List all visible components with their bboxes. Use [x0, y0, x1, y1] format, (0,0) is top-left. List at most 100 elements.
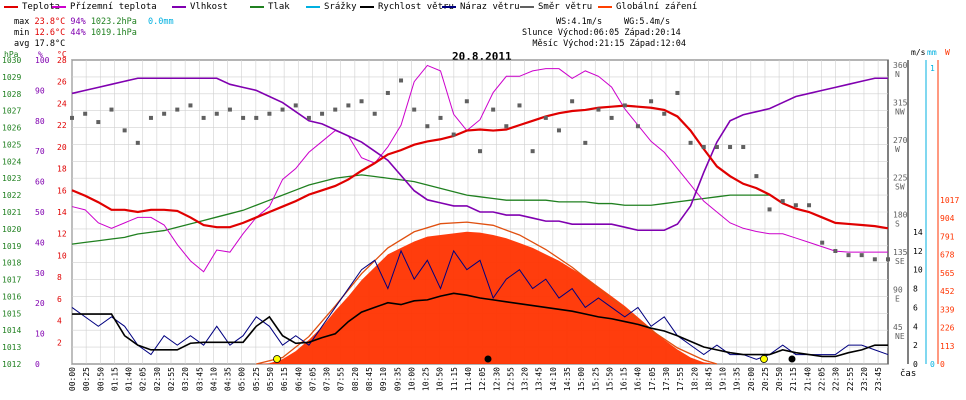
x-tick-label: 03:45	[195, 367, 204, 391]
x-tick-label: 18:45	[704, 367, 713, 391]
wind-direction-point	[399, 78, 404, 83]
x-tick-label: 20:50	[775, 367, 784, 391]
x-tick-label: 10:25	[422, 367, 431, 391]
pressure-tick-label: 1028	[2, 90, 21, 99]
stat-max-press: 1023.2hPa	[90, 17, 137, 27]
x-tick-label: 07:30	[323, 367, 332, 391]
x-tick-label: 13:20	[521, 367, 530, 391]
dir-tick-value: 45	[893, 323, 903, 332]
pressure-tick-label: 1023	[2, 174, 21, 183]
legend-item: Tlak	[250, 2, 290, 12]
x-tick-label: 22:30	[832, 367, 841, 391]
wind-direction-point	[662, 111, 667, 116]
stat-min-press: 1019.1hPa	[90, 28, 137, 38]
rad-tick-label: 1017	[940, 196, 959, 205]
wind-direction-point	[227, 107, 232, 112]
legend-swatch	[360, 5, 374, 8]
wind-direction-point	[675, 90, 680, 95]
wind-direction-point	[478, 149, 482, 154]
x-tick-label: 15:25	[591, 367, 600, 391]
rad-tick-label: 678	[940, 251, 955, 260]
x-tick-label: 10:00	[407, 367, 416, 391]
wind-direction-point	[254, 115, 259, 120]
sun-info: Slunce Východ:06:05 Západ:20:14	[522, 28, 681, 38]
rad-tick-label: 904	[940, 214, 955, 223]
wind-direction-point	[122, 128, 127, 133]
x-tick-label: 09:35	[393, 367, 402, 391]
legend-swatch	[52, 5, 66, 8]
x-tick-label: 18:20	[690, 367, 699, 391]
legend-swatch	[306, 5, 320, 8]
humidity-tick-label: 100	[35, 56, 50, 65]
x-tick-label: 14:10	[549, 367, 558, 391]
temp-tick-label: 18	[57, 165, 67, 174]
dir-tick-value: 225	[893, 173, 908, 182]
dir-tick-value: 315	[893, 98, 908, 107]
x-tick-label: 06:15	[280, 367, 289, 391]
x-tick-label: 00:50	[96, 367, 105, 391]
rad-axis-unit: W	[945, 48, 950, 57]
wind-direction-point	[491, 107, 496, 112]
temp-tick-label: 28	[57, 56, 67, 65]
wind-direction-point	[872, 257, 877, 262]
rad-tick-label: 113	[940, 342, 955, 351]
wind-tick-label: 12	[913, 247, 923, 256]
wind-direction-point	[609, 115, 614, 120]
legend-item: Rychlost větru	[360, 2, 454, 12]
x-tick-label: 17:55	[676, 367, 685, 391]
wind-direction-point	[293, 103, 298, 108]
wind-direction-point	[754, 174, 759, 179]
x-tick-label: 02:55	[167, 367, 176, 391]
humidity-tick-label: 80	[35, 117, 45, 126]
wind-direction-point	[530, 149, 535, 154]
pressure-tick-label: 1012	[2, 360, 21, 369]
wind-direction-point	[162, 111, 167, 116]
pressure-tick-label: 1019	[2, 242, 21, 251]
pressure-tick-label: 1015	[2, 309, 21, 318]
x-tick-label: 00:25	[82, 367, 91, 391]
x-tick-label: 21:15	[789, 367, 798, 391]
x-tick-label: 23:20	[860, 367, 869, 391]
humidity-tick-label: 0	[35, 360, 40, 369]
humidity-tick-label: 50	[35, 208, 45, 217]
wind-direction-point	[820, 240, 825, 245]
pressure-tick-label: 1016	[2, 292, 21, 301]
legend-swatch	[4, 5, 18, 8]
wind-tick-label: 14	[913, 228, 923, 237]
wind-direction-point	[807, 203, 812, 208]
time-axis-unit: čas	[900, 368, 916, 379]
series-line	[72, 292, 888, 358]
pressure-tick-label: 1026	[2, 124, 21, 133]
x-tick-label: 16:40	[634, 367, 643, 391]
humidity-tick-label: 40	[35, 238, 45, 247]
pressure-tick-label: 1018	[2, 259, 21, 268]
wind-direction-point	[320, 111, 325, 116]
wind-direction-point	[267, 111, 272, 116]
legend-label: Globální záření	[616, 2, 698, 12]
wind-tick-label: 0	[913, 360, 918, 369]
humidity-tick-label: 20	[35, 299, 45, 308]
wind-direction-point	[412, 107, 417, 112]
x-tick-label: 05:25	[252, 367, 261, 391]
wind-direction-point	[635, 124, 640, 129]
rain-tick-label: 0	[930, 360, 935, 369]
wind-direction-point	[70, 115, 74, 120]
x-tick-label: 01:40	[125, 367, 134, 391]
dir-tick-value: 270	[893, 136, 908, 145]
sunset-marker	[760, 355, 768, 363]
x-tick-label: 12:05	[478, 367, 487, 391]
wind-direction-point	[201, 115, 206, 120]
legend: Teplota Přízemní teplota Vlhkost Tlak Srážky…	[0, 0, 966, 14]
rad-tick-label: 0	[940, 360, 945, 369]
x-tick-label: 19:35	[733, 367, 742, 391]
legend-label: Teplota	[22, 2, 60, 12]
x-tick-label: 13:45	[535, 367, 544, 391]
wind-wg: WG:5.4m/s	[624, 17, 671, 27]
temp-tick-label: 14	[57, 208, 67, 217]
wind-direction-point	[517, 103, 522, 108]
dir-tick-label: E	[895, 295, 900, 304]
temp-tick-label: 8	[57, 273, 62, 282]
legend-item: Vlhkost	[172, 2, 228, 12]
